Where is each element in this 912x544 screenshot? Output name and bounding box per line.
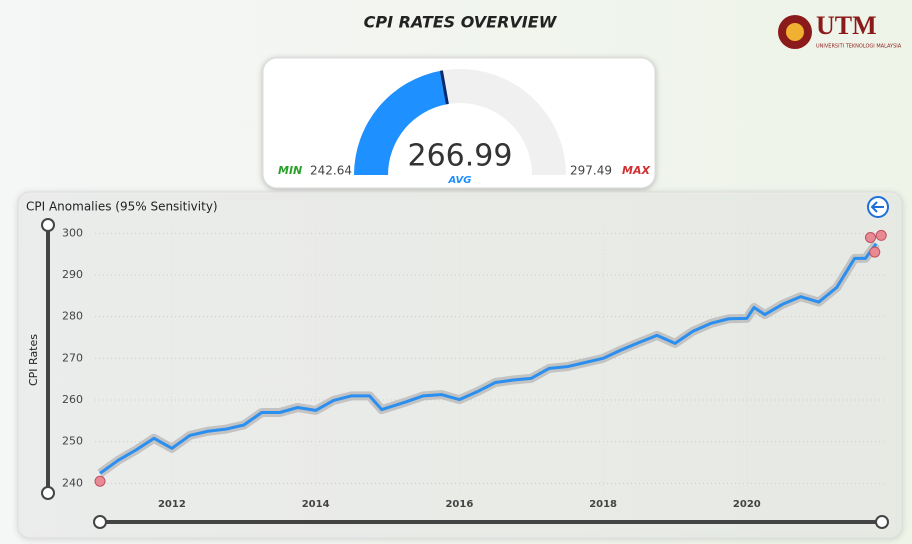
y-tick-label: 290 xyxy=(62,268,83,281)
x-tick-label: 2018 xyxy=(589,499,617,510)
logo-subtitle: UNIVERSITI TEKNOLOGI MALAYSIA xyxy=(816,44,902,50)
x-slider-handle[interactable] xyxy=(93,515,107,529)
y-tick-label: 280 xyxy=(62,310,83,323)
gauge-max: 297.49 xyxy=(570,164,612,178)
y-tick-label: 260 xyxy=(62,393,83,406)
anomaly-point xyxy=(864,232,876,243)
chart-title: CPI Anomalies (95% Sensitivity) xyxy=(26,200,218,214)
logo-text: UTM xyxy=(816,11,877,40)
y-tick-label: 240 xyxy=(62,476,83,489)
logo-emblem-inner xyxy=(786,23,804,41)
page-title: CPI RATES OVERVIEW xyxy=(364,13,558,32)
chart-card xyxy=(17,191,903,539)
gauge-max-caption: MAX xyxy=(622,164,650,177)
gauge-needle xyxy=(439,70,449,105)
gauge-min: 242.64 xyxy=(310,164,352,178)
y-tick-label: 270 xyxy=(62,351,83,364)
y-axis-label: CPI Rates xyxy=(27,334,40,386)
y-slider-handle[interactable] xyxy=(41,218,55,232)
gauge-min-caption: MIN xyxy=(278,164,302,177)
gauge-value-caption: AVG xyxy=(447,175,471,186)
anomaly-point xyxy=(94,475,106,487)
x-tick-label: 2020 xyxy=(733,499,761,510)
line-plot: 240 250 260 270 280 290 300 2012 2014 2016 2018 202… xyxy=(62,225,887,510)
gauge-value: 266.99 xyxy=(408,139,513,174)
y-tick-label: 250 xyxy=(62,435,83,448)
x-tick-label: 2016 xyxy=(445,499,473,510)
x-tick-label: 2014 xyxy=(302,499,330,510)
back-arrow xyxy=(870,201,884,213)
x-tick-label: 2012 xyxy=(158,499,186,510)
gauge-value-arc xyxy=(354,70,448,175)
y-slider-handle[interactable] xyxy=(41,486,55,500)
y-tick-label: 300 xyxy=(62,226,83,239)
anomaly-point xyxy=(875,229,887,241)
cpi-line xyxy=(99,242,878,475)
x-slider-handle[interactable] xyxy=(875,515,889,529)
anomaly-point xyxy=(869,246,881,258)
